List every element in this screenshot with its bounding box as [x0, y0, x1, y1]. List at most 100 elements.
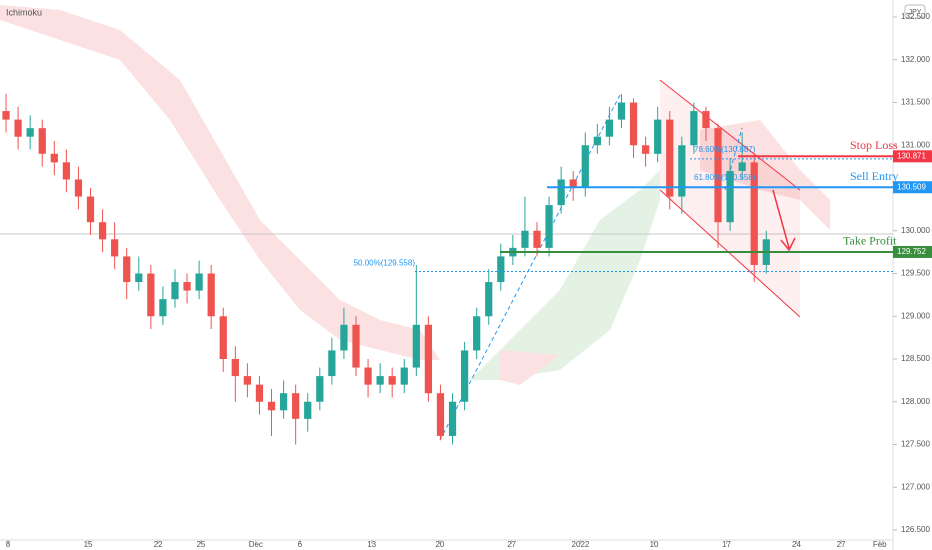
currency-badge [904, 4, 926, 19]
level-label: Stop Loss [850, 138, 898, 152]
x-tick-label: 13 [367, 540, 376, 549]
y-tick-label: 126.500 [901, 525, 930, 534]
candle-body [195, 273, 203, 291]
candle-body [74, 179, 83, 197]
candle-body [62, 162, 70, 180]
candle-body [219, 316, 227, 360]
candle-body [497, 256, 505, 283]
candle-body [448, 401, 457, 436]
candle-body [424, 324, 433, 394]
candle-body [388, 376, 396, 385]
candle-body [690, 111, 698, 146]
candle-body [171, 282, 179, 300]
x-tick-label: Dec [249, 540, 263, 549]
level-value: 129.752 [897, 247, 926, 256]
candle-body [436, 393, 445, 436]
candle-body [678, 145, 686, 197]
level-label: Sell Entry [850, 169, 898, 183]
candle-body [702, 111, 710, 129]
candle-body [159, 299, 167, 317]
x-tick-label: 17 [722, 540, 731, 549]
candle-body [569, 179, 577, 189]
x-tick-label: 24 [792, 540, 801, 549]
candle-body [135, 273, 143, 283]
y-tick-label: 130.000 [901, 226, 930, 235]
candle-body [231, 359, 239, 377]
fib-line [439, 94, 621, 441]
candle-body [666, 119, 674, 197]
candle-body [2, 111, 10, 120]
candle-body [521, 230, 529, 248]
ichimoku-cloud [0, 5, 830, 385]
currency: JPY [909, 9, 922, 16]
level-label: Take Profit [843, 234, 897, 248]
y-tick-label: 129.500 [901, 269, 930, 278]
y-tick-label: 128.000 [901, 397, 930, 406]
level-value: 130.509 [897, 182, 926, 191]
x-tick-label: 20 [435, 540, 444, 549]
x-tick-label: 6 [298, 540, 303, 549]
candle-body [412, 324, 420, 368]
y-tick-label: 131.500 [901, 98, 930, 107]
candle-body [376, 376, 384, 385]
fib-label: 61.80%(130.558) [694, 173, 756, 182]
candle-body [533, 230, 541, 248]
candle-body [123, 256, 131, 283]
candle-body [545, 205, 553, 248]
candle-body [714, 128, 722, 223]
candle-body [340, 324, 348, 351]
fib-label: 78.60%(130.887) [694, 145, 756, 154]
y-tick-label: 131.000 [901, 140, 930, 149]
candle-body [581, 145, 589, 189]
candle-body [473, 316, 481, 351]
y-tick-label: 128.500 [901, 354, 930, 363]
x-tick-label: 22 [154, 540, 163, 549]
candle-body [629, 102, 638, 146]
candle-body [267, 401, 276, 411]
fib-label: 50.00%(129.558) [354, 259, 416, 268]
candle-body [111, 239, 119, 257]
candle-body [183, 282, 191, 291]
candle-body [292, 393, 300, 419]
y-tick-label: 132.000 [901, 55, 930, 64]
candle-body [328, 350, 336, 377]
candle-body [255, 384, 264, 402]
candle-body [352, 324, 360, 368]
candle-body [316, 376, 324, 402]
x-tick-label: 15 [84, 540, 93, 549]
candle-body [460, 350, 469, 402]
candle-body [750, 162, 758, 265]
candle-body [86, 196, 95, 223]
candles [2, 93, 770, 445]
candle-body [50, 153, 58, 163]
level-badge [893, 181, 932, 194]
y-tick-label: 129.000 [901, 311, 930, 320]
candle-body [726, 170, 734, 223]
candle-body [400, 367, 408, 385]
candle-body [304, 401, 312, 419]
candle-body [26, 128, 34, 137]
candle-body [38, 128, 46, 154]
level-badge [893, 150, 932, 163]
candle-body [485, 282, 493, 317]
candle-body [98, 222, 107, 240]
candle-body [207, 273, 215, 317]
candle-body [14, 119, 22, 137]
candle-body [738, 162, 746, 171]
x-tick-label: 27 [507, 540, 516, 549]
candle-body [593, 136, 601, 146]
x-tick-label: 8 [6, 540, 11, 549]
candle-body [654, 119, 662, 154]
candle-body [147, 273, 155, 317]
x-tick-label: 27 [837, 540, 846, 549]
arrow [772, 189, 796, 252]
candle-body [605, 119, 614, 137]
y-tick-label: 127.500 [901, 440, 930, 449]
chart-title: Ichimoku [6, 7, 42, 17]
level-badge [893, 245, 932, 258]
x-tick-label: 2022 [572, 540, 590, 549]
x-tick-label: Feb [873, 540, 887, 549]
y-tick-label: 132.500 [901, 12, 930, 21]
candle-body [557, 179, 565, 206]
